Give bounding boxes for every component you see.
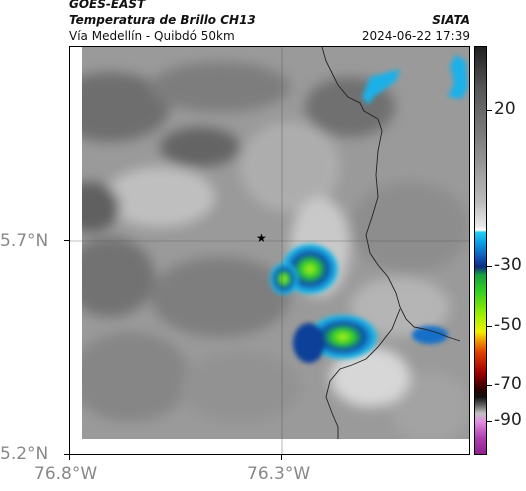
star-icon: ★ (256, 231, 267, 245)
colorbar-gradient (475, 47, 486, 454)
x-tick-mark (281, 455, 282, 460)
colorbar-label: -90 (494, 410, 522, 430)
x-tick-label: 76.3°W (247, 464, 311, 484)
colorbar-tick (487, 110, 492, 111)
source-label: SIATA (432, 13, 470, 27)
colorbar-tick (487, 266, 492, 267)
route-subtitle: Vía Medellín - Quibdó 50km (69, 29, 235, 43)
colorbar-tick (487, 326, 492, 327)
colorbar-label: -50 (494, 315, 522, 335)
brightness-temperature-map (70, 47, 469, 454)
map-plot[interactable]: ★ (69, 46, 470, 455)
x-tick-label: 76.8°W (34, 464, 98, 484)
product-title: Temperatura de Brillo CH13 (69, 13, 256, 27)
satellite-title: GOES-EAST (69, 0, 146, 11)
y-tick-label: 5.2°N (0, 444, 49, 464)
colorbar-tick (487, 421, 492, 422)
colorbar (474, 46, 487, 455)
colorbar-label: 20 (494, 99, 516, 119)
timestamp-label: 2024-06-22 17:39 (361, 29, 470, 43)
border-line (321, 47, 461, 342)
colorbar-label: -30 (494, 255, 522, 275)
y-tick-label: 5.7°N (0, 231, 49, 251)
colorbar-tick (487, 385, 492, 386)
department-border-line (325, 308, 401, 439)
y-tick-mark (64, 454, 69, 455)
y-tick-mark (64, 240, 69, 241)
colorbar-label: -70 (494, 374, 522, 394)
x-tick-mark (69, 455, 70, 460)
